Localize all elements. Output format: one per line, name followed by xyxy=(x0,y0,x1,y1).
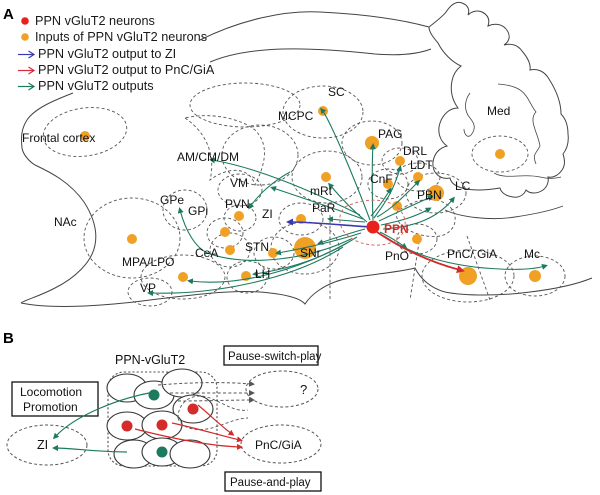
svg-text:PVN: PVN xyxy=(225,197,250,211)
svg-text:SC: SC xyxy=(328,85,345,99)
svg-text:PPN vGluT2 output to PnC/GiA: PPN vGluT2 output to PnC/GiA xyxy=(38,63,215,77)
svg-text:Pause-switch-play: Pause-switch-play xyxy=(228,351,322,363)
svg-text:STN: STN xyxy=(245,240,269,254)
svg-text:LDT: LDT xyxy=(410,158,433,172)
svg-text:mRt: mRt xyxy=(310,184,333,198)
svg-text:PPN vGluT2 outputs: PPN vGluT2 outputs xyxy=(38,79,154,93)
svg-text:ZI: ZI xyxy=(37,438,48,452)
svg-text:DRL: DRL xyxy=(403,144,427,158)
svg-text:Med: Med xyxy=(487,104,510,118)
svg-text:PnC/GiA: PnC/GiA xyxy=(255,438,302,452)
svg-text:PPN vGluT2 output to ZI: PPN vGluT2 output to ZI xyxy=(38,47,176,61)
svg-text:PPN: PPN xyxy=(384,222,409,236)
svg-text:A: A xyxy=(3,6,14,23)
svg-text:VP: VP xyxy=(140,281,156,295)
svg-text:LH: LH xyxy=(255,267,270,281)
svg-text:PPN vGluT2 neurons: PPN vGluT2 neurons xyxy=(35,14,155,28)
svg-text:Pause-and-play: Pause-and-play xyxy=(230,477,311,489)
svg-text:ZI: ZI xyxy=(262,207,273,221)
svg-text:Locomotion: Locomotion xyxy=(20,385,82,399)
svg-text:MPA/LPO: MPA/LPO xyxy=(122,255,174,269)
svg-text:MCPC: MCPC xyxy=(278,109,314,123)
svg-text:AM/CM/DM: AM/CM/DM xyxy=(177,150,239,164)
svg-text:Mc: Mc xyxy=(524,247,540,261)
svg-text:LC: LC xyxy=(455,179,471,193)
svg-text:B: B xyxy=(3,330,14,347)
svg-text:VM: VM xyxy=(230,176,248,190)
svg-text:PnC/ GiA: PnC/ GiA xyxy=(447,247,497,261)
svg-text:CnF: CnF xyxy=(370,172,393,186)
svg-text:PBN: PBN xyxy=(417,188,442,202)
svg-text:PPN-vGluT2: PPN-vGluT2 xyxy=(115,353,185,367)
svg-text:GPe: GPe xyxy=(160,193,184,207)
svg-text:?: ? xyxy=(300,382,307,397)
svg-text:Frontal cortex: Frontal cortex xyxy=(22,131,95,145)
svg-text:NAc: NAc xyxy=(54,215,77,229)
svg-text:GPi: GPi xyxy=(188,204,208,218)
svg-text:SNr: SNr xyxy=(300,246,321,260)
svg-text:PnO: PnO xyxy=(385,249,409,263)
svg-text:PaR: PaR xyxy=(312,201,336,215)
svg-text:PAG: PAG xyxy=(378,127,402,141)
svg-text:Promotion: Promotion xyxy=(23,400,78,414)
svg-text:CeA: CeA xyxy=(195,246,218,260)
svg-text:Inputs of PPN vGluT2 neurons: Inputs of PPN vGluT2 neurons xyxy=(35,30,207,44)
